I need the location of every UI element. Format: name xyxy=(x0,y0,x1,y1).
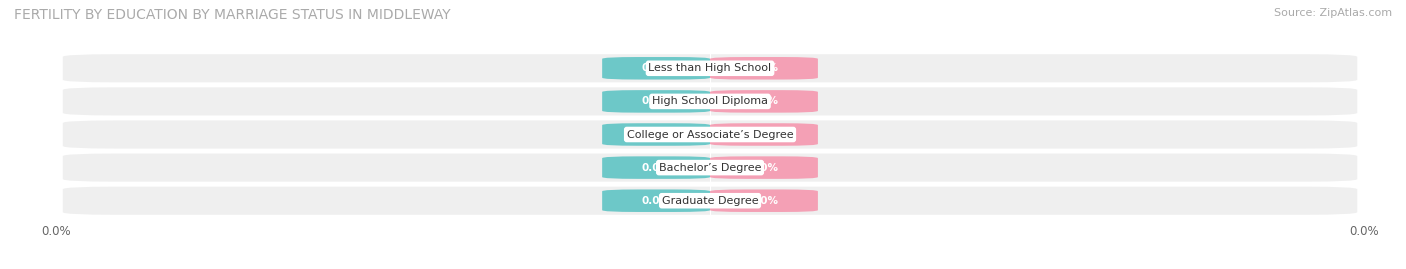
Text: 0.0%: 0.0% xyxy=(641,129,671,140)
FancyBboxPatch shape xyxy=(710,57,818,80)
FancyBboxPatch shape xyxy=(63,121,1357,148)
Text: 0.0%: 0.0% xyxy=(641,63,671,73)
Text: 0.0%: 0.0% xyxy=(749,196,779,206)
Text: 0.0%: 0.0% xyxy=(749,129,779,140)
Text: High School Diploma: High School Diploma xyxy=(652,96,768,107)
FancyBboxPatch shape xyxy=(63,54,1357,82)
FancyBboxPatch shape xyxy=(602,156,710,179)
Text: 0.0%: 0.0% xyxy=(641,196,671,206)
FancyBboxPatch shape xyxy=(63,154,1357,182)
FancyBboxPatch shape xyxy=(602,57,710,80)
Text: Bachelor’s Degree: Bachelor’s Degree xyxy=(659,162,761,173)
Text: Less than High School: Less than High School xyxy=(648,63,772,73)
FancyBboxPatch shape xyxy=(710,189,818,212)
FancyBboxPatch shape xyxy=(63,87,1357,115)
Text: 0.0%: 0.0% xyxy=(749,96,779,107)
Text: College or Associate’s Degree: College or Associate’s Degree xyxy=(627,129,793,140)
FancyBboxPatch shape xyxy=(710,90,818,113)
Text: Source: ZipAtlas.com: Source: ZipAtlas.com xyxy=(1274,8,1392,18)
Text: Graduate Degree: Graduate Degree xyxy=(662,196,758,206)
FancyBboxPatch shape xyxy=(710,156,818,179)
FancyBboxPatch shape xyxy=(602,123,710,146)
Text: 0.0%: 0.0% xyxy=(641,162,671,173)
Text: 0.0%: 0.0% xyxy=(641,96,671,107)
Text: 0.0%: 0.0% xyxy=(749,162,779,173)
FancyBboxPatch shape xyxy=(710,123,818,146)
FancyBboxPatch shape xyxy=(602,189,710,212)
FancyBboxPatch shape xyxy=(63,187,1357,215)
Text: FERTILITY BY EDUCATION BY MARRIAGE STATUS IN MIDDLEWAY: FERTILITY BY EDUCATION BY MARRIAGE STATU… xyxy=(14,8,451,22)
Text: 0.0%: 0.0% xyxy=(749,63,779,73)
FancyBboxPatch shape xyxy=(602,90,710,113)
